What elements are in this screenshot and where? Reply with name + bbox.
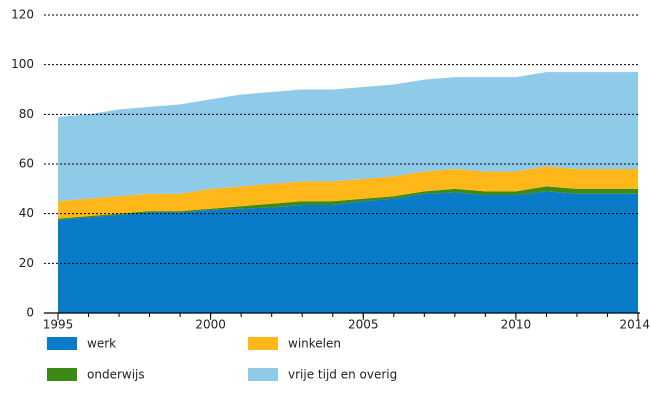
legend-swatch: [47, 368, 77, 381]
y-tick-label: 80: [19, 107, 34, 121]
y-tick-label: 40: [19, 206, 34, 220]
legend-label: onderwijs: [87, 368, 145, 382]
y-tick-label: 0: [26, 306, 34, 320]
area: [58, 191, 638, 313]
legend-swatch: [248, 368, 278, 381]
y-tick-label: 100: [11, 57, 34, 71]
y-tick-label: 120: [11, 8, 34, 22]
legend-label: werk: [87, 337, 116, 351]
x-tick-label: 2000: [195, 318, 226, 332]
area: [58, 72, 638, 202]
legend-label: vrije tijd en overig: [288, 368, 397, 382]
x-tick-label: 2005: [348, 318, 379, 332]
y-tick-label: 20: [19, 256, 34, 270]
area: [58, 186, 638, 220]
x-tick-label: 1995: [43, 318, 74, 332]
legend-swatch: [47, 337, 77, 350]
legend-swatch: [248, 337, 278, 350]
legend-label: winkelen: [288, 337, 341, 351]
x-tick-label: 2014: [619, 318, 650, 332]
area: [58, 166, 638, 219]
y-tick-label: 60: [19, 157, 34, 171]
x-tick-label: 2010: [501, 318, 532, 332]
